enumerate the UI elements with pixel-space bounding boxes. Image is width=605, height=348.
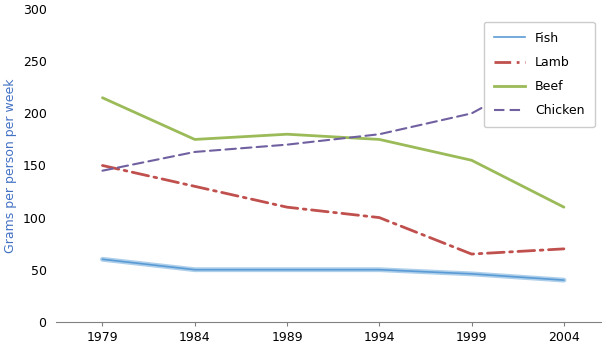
Y-axis label: Grams per person per week: Grams per person per week [4,78,17,253]
Legend: Fish, Lamb, Beef, Chicken: Fish, Lamb, Beef, Chicken [484,22,595,127]
